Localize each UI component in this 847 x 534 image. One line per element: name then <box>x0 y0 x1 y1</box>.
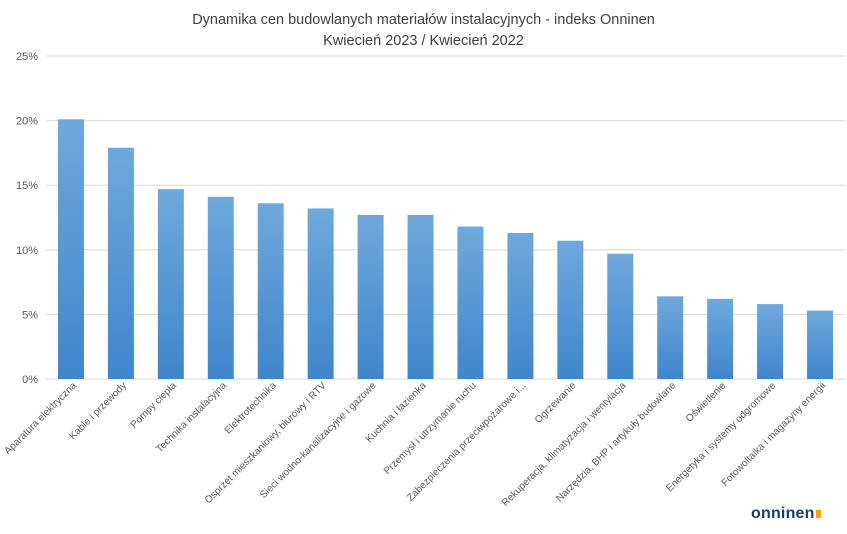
bar <box>107 147 134 379</box>
x-category-label: Elektrotechnika <box>223 380 279 436</box>
logo-mark-icon <box>815 510 821 518</box>
y-axis-tick-labels: 0% 5% 10% 15% 20% 25% <box>16 51 38 386</box>
x-category-label: Fotowoltaika i magazyny energii <box>720 380 828 488</box>
x-category-label: Energetyka i systemy odgromowe <box>664 380 778 494</box>
logo-text: onninen <box>751 505 815 522</box>
bar <box>157 189 184 379</box>
y-tick-label: 25% <box>16 51 38 63</box>
x-category-label: Przemysł i utrzymanie ruchu <box>382 380 479 477</box>
bar <box>657 296 684 379</box>
bar <box>407 214 434 379</box>
bar <box>507 233 534 379</box>
bar <box>607 253 634 379</box>
x-category-label: Oświetlenie <box>684 380 729 425</box>
bar <box>57 119 84 380</box>
chart-subtitle: Kwiecień 2023 / Kwiecień 2022 <box>323 33 524 49</box>
bar <box>707 298 734 379</box>
y-tick-label: 0% <box>22 374 38 386</box>
bar <box>557 240 584 379</box>
y-tick-label: 20% <box>16 116 38 128</box>
x-category-label: Aparatura elektryczna <box>3 380 80 457</box>
bar <box>207 196 234 379</box>
bar <box>257 203 284 379</box>
x-category-label: Pompy ciepła <box>129 380 180 431</box>
bar <box>757 304 784 379</box>
bar <box>807 310 834 379</box>
bar <box>307 208 334 379</box>
bar <box>357 214 384 379</box>
chart-title: Dynamika cen budowlanych materiałów inst… <box>192 12 655 28</box>
x-category-label: Ogrzewanie <box>533 380 579 426</box>
y-tick-label: 10% <box>16 245 38 257</box>
bar <box>457 226 484 379</box>
bars <box>57 119 834 380</box>
y-tick-label: 15% <box>16 180 38 192</box>
y-tick-label: 5% <box>22 309 38 321</box>
chart-title-block: Dynamika cen budowlanych materiałów inst… <box>0 10 847 52</box>
onninen-logo: onninen <box>751 505 821 523</box>
